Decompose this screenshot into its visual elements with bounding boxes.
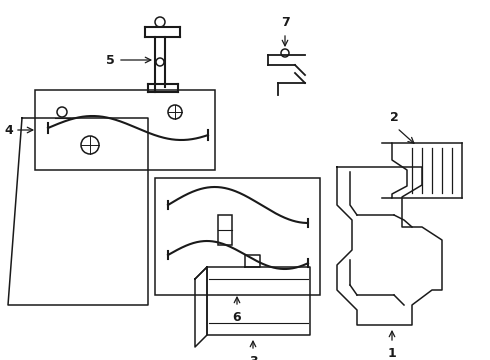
Text: 6: 6 xyxy=(233,311,241,324)
Text: 5: 5 xyxy=(106,54,115,67)
Bar xyxy=(35,90,215,170)
Text: 3: 3 xyxy=(249,355,257,360)
Bar xyxy=(218,215,232,245)
Bar xyxy=(155,178,320,295)
Text: 1: 1 xyxy=(388,347,396,360)
Text: 2: 2 xyxy=(390,111,398,124)
Text: 7: 7 xyxy=(281,16,290,29)
Text: 4: 4 xyxy=(4,123,13,136)
